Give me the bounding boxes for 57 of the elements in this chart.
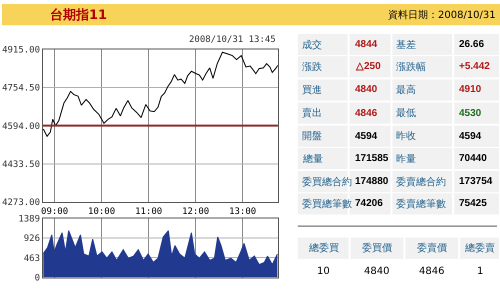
text: 4530 bbox=[459, 108, 482, 119]
x-tick-label: 13:00 bbox=[229, 206, 256, 217]
text: 漲跌幅 bbox=[396, 61, 426, 73]
x-tick-label: 10:00 bbox=[88, 206, 116, 217]
text: 總委買 bbox=[308, 242, 339, 254]
text: 基差 bbox=[396, 39, 416, 51]
text: 4840 bbox=[355, 84, 378, 95]
y-tick-label: 4754.50 bbox=[2, 84, 40, 94]
y-tick-label: 4915.00 bbox=[2, 46, 40, 56]
y-tick-label: 463 bbox=[24, 254, 40, 264]
y-tick-label: 4273.00 bbox=[2, 198, 40, 208]
text: 75425 bbox=[459, 198, 488, 209]
text: 最高 bbox=[396, 84, 416, 96]
text: 70440 bbox=[459, 153, 488, 164]
text: +5.442 bbox=[459, 61, 490, 72]
y-tick-label: 926 bbox=[24, 234, 40, 244]
text: 26.66 bbox=[459, 39, 484, 50]
text: 資料日期：2008/10/31 bbox=[388, 9, 496, 21]
text: 委買總合約 bbox=[302, 176, 352, 188]
text: 買進 bbox=[302, 84, 322, 96]
x-tick-label: 09:00 bbox=[41, 206, 68, 217]
text: 委買價 bbox=[362, 242, 392, 254]
x-tick-label: 12:00 bbox=[182, 206, 210, 217]
text: 4846 bbox=[419, 266, 444, 277]
text: 昨量 bbox=[396, 153, 416, 165]
text: 171585 bbox=[355, 153, 389, 164]
text: 10 bbox=[317, 266, 330, 277]
text: 4910 bbox=[459, 84, 482, 95]
text: △250 bbox=[355, 61, 382, 72]
text: 漲跌 bbox=[302, 61, 322, 73]
text: 74206 bbox=[355, 198, 384, 209]
text: 委賣價 bbox=[417, 242, 447, 254]
y-tick-label: 1389 bbox=[18, 214, 40, 225]
text: 4840 bbox=[364, 266, 390, 277]
text: 總量 bbox=[302, 153, 323, 165]
x-tick-label: 11:00 bbox=[135, 206, 162, 217]
text: 開盤 bbox=[302, 130, 322, 142]
text: 總委賣 bbox=[464, 242, 495, 254]
y-tick-label: 0 bbox=[34, 273, 40, 284]
text: 2008/10/31 13:45 bbox=[189, 35, 276, 45]
text: 4594 bbox=[459, 131, 482, 142]
text: 最低 bbox=[396, 108, 416, 119]
text: 昨收 bbox=[396, 130, 416, 142]
text: 賣出 bbox=[302, 107, 322, 119]
text: 1 bbox=[477, 266, 484, 277]
text: 173754 bbox=[459, 176, 493, 187]
text: 174880 bbox=[355, 176, 389, 187]
chart-title: 台期指11 bbox=[50, 7, 108, 23]
text: 委賣總合約 bbox=[396, 176, 446, 188]
y-tick-label: 4594.00 bbox=[2, 122, 40, 132]
text: 委買總筆數 bbox=[302, 198, 352, 210]
text: 4594 bbox=[355, 131, 378, 142]
text: 成交 bbox=[302, 39, 322, 51]
text: 4844 bbox=[355, 39, 378, 50]
text: 4846 bbox=[355, 108, 378, 119]
y-tick-label: 4433.50 bbox=[2, 160, 40, 170]
text: 委賣總筆數 bbox=[396, 198, 446, 210]
